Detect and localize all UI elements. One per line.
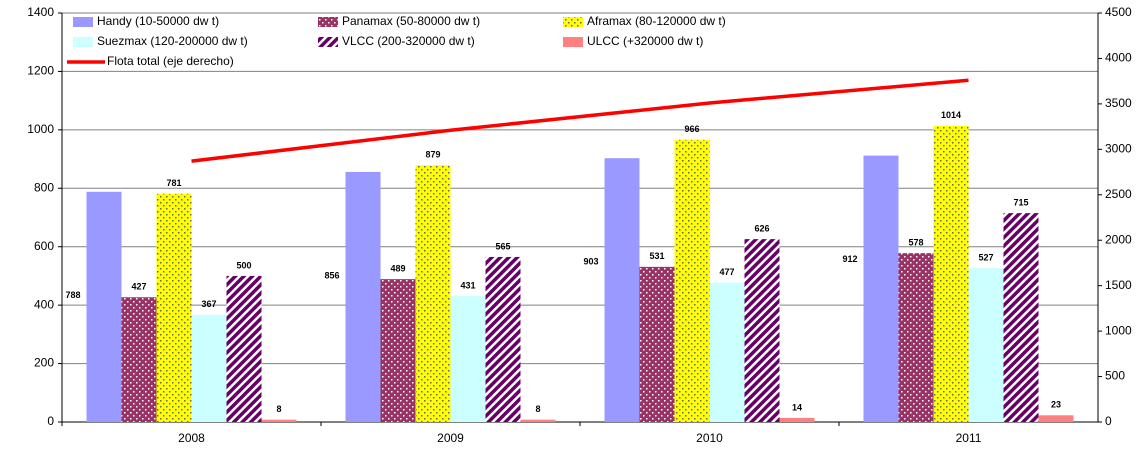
value-label: 8 [276, 404, 281, 414]
legend-label: Suezmax (120-200000 dw t) [97, 34, 248, 48]
bar [639, 266, 675, 422]
value-label: 781 [166, 178, 181, 188]
value-label: 626 [754, 223, 769, 233]
bar [933, 125, 969, 422]
x-tick-label: 2010 [696, 431, 723, 445]
bar [345, 171, 381, 422]
y2-tick-label: 1000 [1105, 323, 1132, 337]
y2-tick-label: 4500 [1105, 5, 1132, 19]
y-tick-label: 600 [34, 239, 54, 253]
value-label: 565 [495, 241, 510, 251]
legend-label: ULCC (+320000 dw t) [587, 34, 703, 48]
y-tick-label: 1400 [27, 5, 54, 19]
y2-tick-label: 3500 [1105, 96, 1132, 110]
y2-tick-label: 500 [1105, 369, 1125, 383]
line-series [191, 78, 969, 163]
value-label: 23 [1051, 400, 1061, 410]
value-label: 531 [649, 251, 664, 261]
bar [709, 282, 745, 422]
legend-label: Flota total (eje derecho) [107, 54, 234, 68]
legend-label: Panamax (50-80000 dw t) [342, 14, 480, 28]
bar [604, 158, 640, 422]
value-label: 856 [324, 270, 339, 280]
bar [898, 253, 934, 422]
bar [380, 279, 416, 422]
bar [779, 417, 815, 422]
value-label: 500 [236, 260, 251, 270]
y2-tick-label: 1500 [1105, 278, 1132, 292]
x-tick-label: 2008 [178, 431, 205, 445]
value-label: 477 [719, 267, 734, 277]
y-tick-label: 0 [47, 414, 54, 428]
value-label: 431 [460, 280, 475, 290]
value-label: 8 [535, 404, 540, 414]
value-label: 912 [842, 254, 857, 264]
value-label: 527 [978, 252, 993, 262]
y-tick-label: 1000 [27, 122, 54, 136]
bar [450, 296, 486, 422]
y2-tick-label: 3000 [1105, 142, 1132, 156]
legend-swatch [563, 17, 583, 27]
value-label: 578 [908, 238, 923, 248]
legend-label: VLCC (200-320000 dw t) [342, 34, 475, 48]
bar [121, 297, 157, 422]
value-label: 427 [131, 282, 146, 292]
y2-tick-label: 4000 [1105, 51, 1132, 65]
value-label: 489 [390, 264, 405, 274]
x-tick-label: 2009 [437, 431, 464, 445]
bar [485, 256, 521, 422]
value-label: 14 [792, 402, 802, 412]
legend-swatch [73, 37, 93, 47]
bar [520, 419, 556, 422]
bar [156, 193, 192, 422]
legend-label: Handy (10-50000 dw t) [97, 14, 219, 28]
value-label: 715 [1013, 197, 1028, 207]
bar [226, 275, 262, 422]
bar [1003, 213, 1039, 422]
legend-swatch [563, 37, 583, 47]
x-tick-label: 2011 [956, 431, 982, 445]
bar [415, 165, 451, 422]
value-label: 367 [201, 299, 216, 309]
value-label: 966 [684, 124, 699, 134]
value-label: 903 [583, 257, 598, 267]
y-tick-label: 1200 [27, 64, 54, 78]
y2-tick-label: 2000 [1105, 232, 1132, 246]
bar [968, 268, 1004, 422]
y-tick-label: 400 [34, 297, 54, 311]
y-tick-label: 800 [34, 180, 54, 194]
value-label: 788 [65, 290, 80, 300]
bar [86, 191, 122, 422]
value-label: 1014 [941, 110, 961, 120]
bar [744, 239, 780, 422]
value-label: 879 [425, 150, 440, 160]
legend-swatch [318, 17, 338, 27]
bar [261, 419, 297, 422]
legend-bg [63, 14, 773, 70]
bar [1038, 415, 1074, 422]
legend-swatch [318, 37, 338, 47]
y2-tick-label: 2500 [1105, 187, 1132, 201]
bar [191, 314, 227, 422]
bar [863, 155, 899, 422]
bar [674, 139, 710, 423]
y2-tick-label: 0 [1105, 414, 1112, 428]
y-tick-label: 200 [34, 356, 54, 370]
legend-swatch [73, 17, 93, 27]
legend-label: Aframax (80-120000 dw t) [587, 14, 726, 28]
